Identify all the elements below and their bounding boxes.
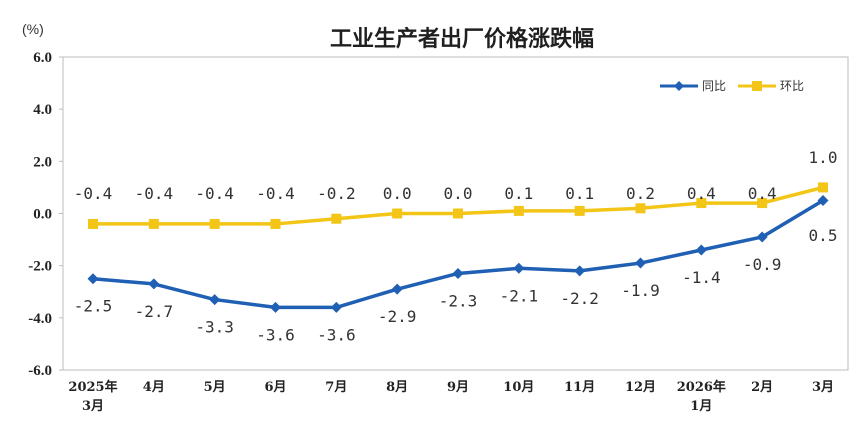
data-point-mom <box>757 198 768 209</box>
data-label-mom: -0.4 <box>256 184 295 203</box>
data-point-mom <box>148 218 159 229</box>
legend: 同比 环比 <box>660 79 804 93</box>
legend-label-yoy: 同比 <box>702 79 726 93</box>
data-label-mom: 1.0 <box>809 148 838 167</box>
data-point-yoy <box>513 262 525 274</box>
data-label-mom: -0.4 <box>195 184 234 203</box>
legend-marker-yoy <box>674 81 684 91</box>
data-point-yoy <box>270 301 281 313</box>
y-tick-label: -6.0 <box>28 363 52 379</box>
data-point-mom <box>270 218 281 229</box>
data-label-yoy: -0.9 <box>743 255 782 274</box>
data-label-mom: -0.2 <box>317 184 356 203</box>
data-point-mom <box>635 203 646 214</box>
data-point-yoy <box>695 244 707 256</box>
data-point-mom <box>818 182 828 193</box>
chart-title: 工业生产者出厂价格涨跌幅 <box>330 26 594 52</box>
data-point-mom <box>513 205 524 216</box>
x-tick-label: 7月 <box>325 380 347 395</box>
data-point-mom <box>453 208 463 219</box>
data-label-yoy: 0.5 <box>809 226 838 245</box>
x-tick-label: 9月 <box>447 380 469 395</box>
data-point-yoy <box>209 294 221 306</box>
x-tick-label: 6月 <box>264 380 286 395</box>
data-point-mom <box>392 208 403 219</box>
data-point-yoy <box>452 267 464 279</box>
data-label-yoy: -3.6 <box>256 325 295 344</box>
data-point-yoy <box>817 194 829 206</box>
data-label-yoy: -3.3 <box>195 318 234 337</box>
y-tick-label: 2.0 <box>33 154 52 170</box>
data-label-mom: 0.0 <box>444 184 473 203</box>
data-label-mom: 0.4 <box>748 184 777 203</box>
data-label-yoy: -2.9 <box>378 307 417 326</box>
data-point-yoy <box>635 257 646 269</box>
y-tick-label: -2.0 <box>28 259 52 275</box>
data-point-yoy <box>391 283 403 295</box>
data-point-mom <box>574 205 585 216</box>
x-tick-label: 2026年 1月 <box>677 379 726 414</box>
data-label-yoy: -2.2 <box>560 289 599 308</box>
data-point-mom <box>696 198 707 209</box>
x-tick-label: 8月 <box>386 380 408 395</box>
data-label-mom: -0.4 <box>135 184 174 203</box>
x-tick-label: 12月 <box>625 380 656 395</box>
x-tick-label: 5月 <box>204 380 226 395</box>
y-tick-label: 6.0 <box>33 50 52 66</box>
y-tick-label: -4.0 <box>28 311 52 327</box>
data-point-yoy <box>148 278 160 290</box>
data-point-yoy <box>87 273 99 285</box>
legend-marker-mom <box>752 81 762 91</box>
x-tick-label: 2月 <box>751 380 773 395</box>
data-label-yoy: -2.5 <box>74 297 113 316</box>
data-label-mom: 0.0 <box>383 184 412 203</box>
x-tick-label: 10月 <box>503 380 534 395</box>
data-label-mom: 0.4 <box>687 184 716 203</box>
data-point-mom <box>331 213 342 224</box>
data-label-yoy: -2.3 <box>439 291 478 310</box>
data-label-yoy: -1.9 <box>621 281 660 300</box>
data-label-yoy: -3.6 <box>317 325 356 344</box>
x-tick-label: 2025年 3月 <box>68 379 117 414</box>
data-point-mom <box>88 218 98 229</box>
data-label-mom: -0.4 <box>74 184 113 203</box>
data-label-yoy: -2.1 <box>500 286 539 305</box>
data-point-yoy <box>574 265 586 277</box>
data-label-mom: 0.1 <box>504 184 533 203</box>
data-label-mom: 0.1 <box>565 184 594 203</box>
data-point-yoy <box>330 301 342 313</box>
data-point-mom <box>209 218 220 229</box>
x-tick-label: 11月 <box>564 380 595 395</box>
data-label-yoy: -1.4 <box>682 268 721 287</box>
x-tick-label: 3月 <box>812 380 834 395</box>
data-label-yoy: -2.7 <box>135 302 174 321</box>
y-tick-label: 0.0 <box>33 207 52 223</box>
x-tick-label: 4月 <box>143 380 165 395</box>
y-axis-unit-label: (%) <box>22 21 44 37</box>
y-tick-label: 4.0 <box>33 102 52 118</box>
legend-label-mom: 环比 <box>780 79 804 93</box>
data-point-yoy <box>756 231 768 243</box>
data-label-mom: 0.2 <box>626 184 655 203</box>
